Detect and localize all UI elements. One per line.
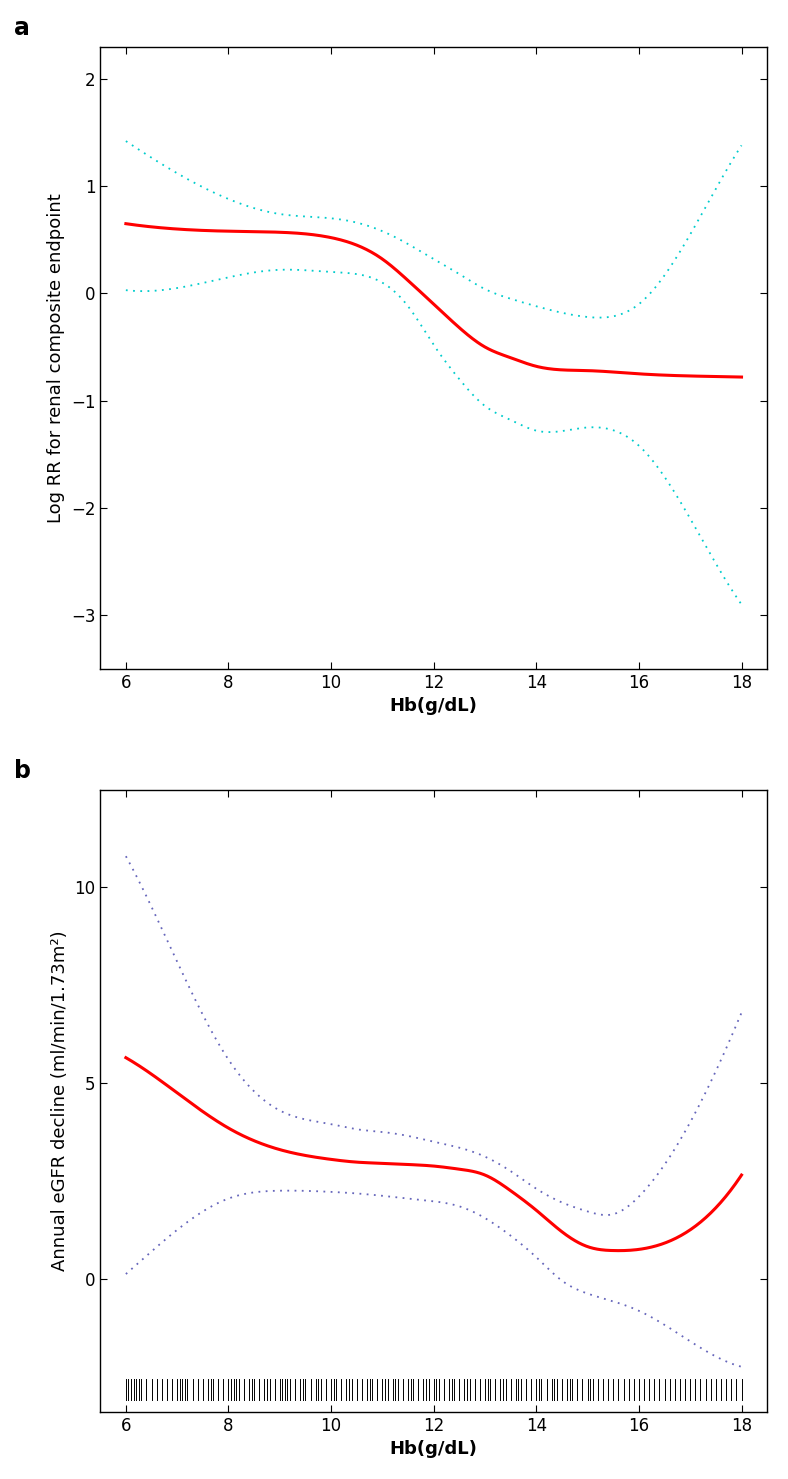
X-axis label: Hb(g/dL): Hb(g/dL) xyxy=(390,697,478,716)
Y-axis label: Annual eGFR decline (ml/min/1.73m²): Annual eGFR decline (ml/min/1.73m²) xyxy=(50,930,69,1270)
Text: b: b xyxy=(13,759,31,782)
X-axis label: Hb(g/dL): Hb(g/dL) xyxy=(390,1441,478,1458)
Y-axis label: Log RR for renal composite endpoint: Log RR for renal composite endpoint xyxy=(47,192,65,522)
Text: a: a xyxy=(13,16,29,40)
